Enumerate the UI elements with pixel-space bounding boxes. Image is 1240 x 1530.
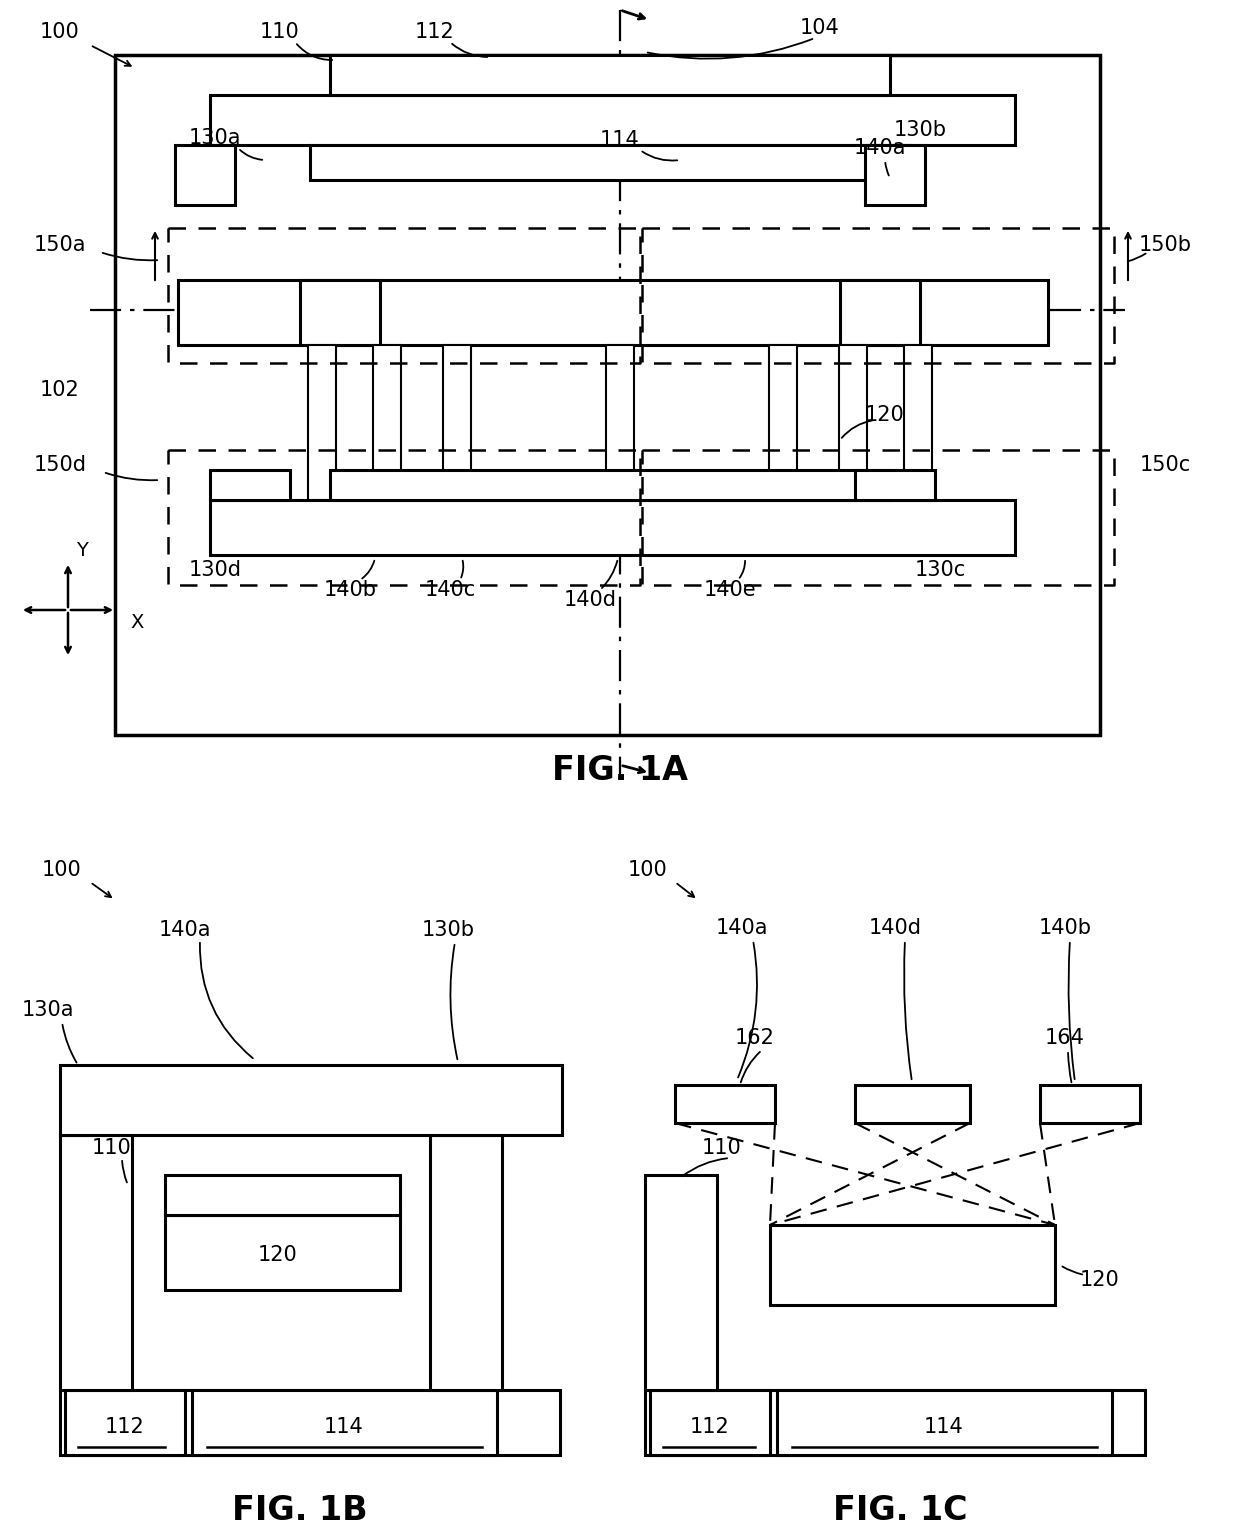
Bar <box>179 280 1048 344</box>
Text: 150c: 150c <box>1140 454 1190 474</box>
Bar <box>866 145 925 205</box>
Bar <box>310 145 910 181</box>
Bar <box>210 500 1016 555</box>
Text: 140b: 140b <box>1039 918 1091 938</box>
Bar <box>1040 1085 1140 1123</box>
Text: 112: 112 <box>415 21 455 41</box>
Bar <box>839 280 920 344</box>
Text: 140e: 140e <box>703 580 756 600</box>
Bar <box>675 1085 775 1123</box>
Text: 140d: 140d <box>868 918 921 938</box>
Bar <box>175 145 236 205</box>
Text: FIG. 1B: FIG. 1B <box>232 1493 368 1527</box>
Text: 100: 100 <box>40 21 79 41</box>
Text: Y: Y <box>76 540 88 560</box>
Bar <box>192 1389 497 1455</box>
Bar <box>856 1085 970 1123</box>
Text: 100: 100 <box>42 860 82 880</box>
Text: 102: 102 <box>40 379 79 399</box>
Text: 120: 120 <box>866 405 905 425</box>
Text: FIG. 1A: FIG. 1A <box>552 753 688 786</box>
Text: 112: 112 <box>105 1417 145 1437</box>
Text: 130b: 130b <box>894 119 946 141</box>
Text: 130c: 130c <box>914 560 966 580</box>
Text: 120: 120 <box>1080 1270 1120 1290</box>
Text: 140a: 140a <box>854 138 906 158</box>
Bar <box>115 55 1100 734</box>
Text: 120: 120 <box>258 1245 298 1265</box>
Text: 140a: 140a <box>159 920 211 939</box>
Bar <box>443 344 471 500</box>
Bar <box>60 1389 560 1455</box>
Text: FIG. 1C: FIG. 1C <box>833 1493 967 1527</box>
Text: 162: 162 <box>735 1028 775 1048</box>
Bar <box>430 1135 502 1389</box>
Text: 150d: 150d <box>33 454 87 474</box>
Text: 112: 112 <box>691 1417 730 1437</box>
Bar <box>300 280 379 344</box>
Text: 140d: 140d <box>563 591 616 610</box>
Bar <box>856 470 935 500</box>
Text: 114: 114 <box>324 1417 363 1437</box>
Bar <box>330 55 890 95</box>
Bar <box>770 1226 1055 1305</box>
Text: 130a: 130a <box>188 129 242 148</box>
Bar <box>60 1135 131 1389</box>
Text: 140b: 140b <box>324 580 377 600</box>
Bar <box>904 344 932 500</box>
Bar <box>645 1175 717 1389</box>
Text: 130b: 130b <box>422 920 475 939</box>
Text: 100: 100 <box>629 860 668 880</box>
Bar <box>839 344 867 500</box>
Text: 114: 114 <box>924 1417 963 1437</box>
Bar <box>650 1389 770 1455</box>
Bar <box>373 344 401 500</box>
Bar <box>330 470 890 500</box>
Bar <box>606 344 634 500</box>
Text: 110: 110 <box>702 1138 742 1158</box>
Bar <box>165 1215 401 1290</box>
Text: X: X <box>130 612 144 632</box>
Bar <box>64 1389 185 1455</box>
Bar <box>645 1389 1145 1455</box>
Text: 110: 110 <box>260 21 300 41</box>
Text: 130d: 130d <box>188 560 242 580</box>
Text: 130a: 130a <box>22 1001 74 1021</box>
Text: 104: 104 <box>800 18 839 38</box>
Text: 150b: 150b <box>1138 236 1192 256</box>
Text: 140c: 140c <box>424 580 476 600</box>
Text: 164: 164 <box>1045 1028 1085 1048</box>
Bar <box>210 95 1016 145</box>
Text: 110: 110 <box>92 1138 131 1158</box>
Bar <box>769 344 797 500</box>
Bar <box>308 344 336 500</box>
Text: 114: 114 <box>600 130 640 150</box>
Text: 140a: 140a <box>715 918 769 938</box>
Bar <box>210 470 290 500</box>
Bar <box>165 1175 401 1215</box>
Text: 150a: 150a <box>33 236 87 256</box>
Bar <box>60 1065 562 1135</box>
Bar <box>777 1389 1112 1455</box>
